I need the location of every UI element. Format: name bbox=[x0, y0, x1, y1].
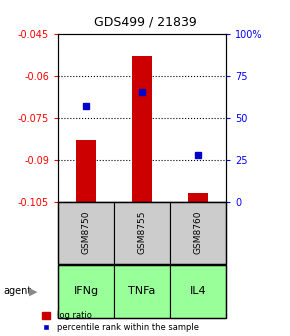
Text: ▶: ▶ bbox=[29, 287, 38, 296]
Text: IFNg: IFNg bbox=[73, 287, 99, 296]
Text: GSM8750: GSM8750 bbox=[81, 211, 90, 254]
Text: agent: agent bbox=[3, 287, 31, 296]
Text: GSM8755: GSM8755 bbox=[137, 211, 147, 254]
Bar bbox=[188, 193, 208, 202]
FancyBboxPatch shape bbox=[114, 202, 170, 264]
Text: IL4: IL4 bbox=[190, 287, 206, 296]
Text: TNFa: TNFa bbox=[128, 287, 156, 296]
FancyBboxPatch shape bbox=[170, 265, 226, 318]
Text: GDS499 / 21839: GDS499 / 21839 bbox=[94, 15, 196, 28]
FancyBboxPatch shape bbox=[58, 202, 114, 264]
Text: GSM8760: GSM8760 bbox=[194, 211, 203, 254]
Legend: log ratio, percentile rank within the sample: log ratio, percentile rank within the sa… bbox=[42, 311, 199, 332]
Bar bbox=[132, 56, 152, 202]
FancyBboxPatch shape bbox=[58, 265, 114, 318]
FancyBboxPatch shape bbox=[170, 202, 226, 264]
FancyBboxPatch shape bbox=[114, 265, 170, 318]
Bar bbox=[76, 140, 96, 202]
